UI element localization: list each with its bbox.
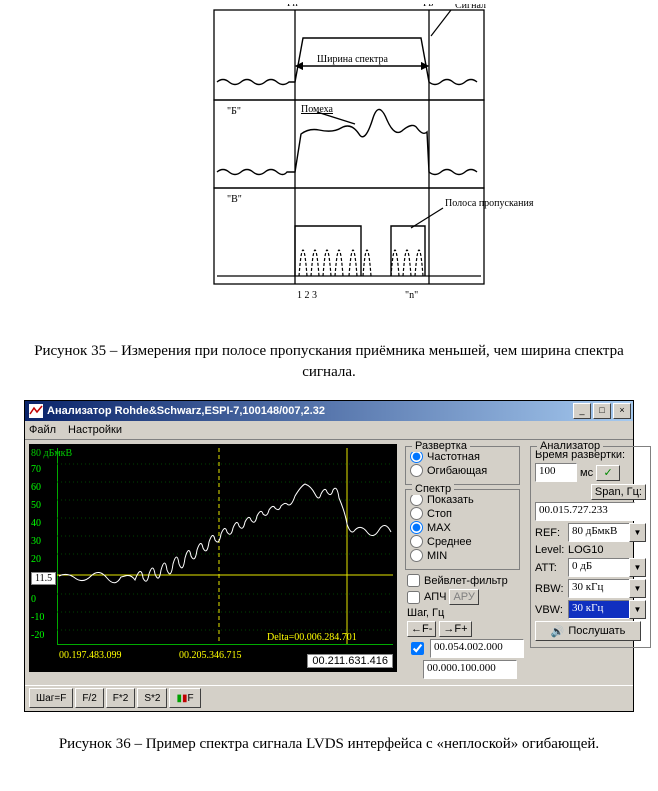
svg-text:1 2 3: 1 2 3: [297, 290, 317, 301]
f-plus-button[interactable]: → F+: [439, 621, 471, 637]
rbw-combo[interactable]: 30 кГц▼: [568, 579, 646, 598]
svg-text:Помеха: Помеха: [301, 104, 334, 115]
sweep-ms-field[interactable]: 100: [535, 463, 577, 482]
att-label: ATT:: [535, 562, 565, 574]
att-combo[interactable]: 0 дБ▼: [568, 558, 646, 577]
sb-step[interactable]: Шаг=F: [29, 688, 73, 708]
vbw-label: VBW:: [535, 604, 565, 616]
chk-f1[interactable]: [411, 642, 424, 655]
svg-text:Ширина спектра: Ширина спектра: [317, 54, 389, 65]
svg-text:"В": "В": [227, 194, 242, 205]
menu-settings[interactable]: Настройки: [68, 424, 122, 436]
menubar: Файл Настройки: [25, 421, 633, 440]
span-button[interactable]: Span, Гц:: [591, 484, 646, 500]
span-field[interactable]: 00.015.727.233: [535, 502, 635, 521]
analyzer-group: Анализатор Время развертки: 100 мс ✓ Spa…: [530, 446, 651, 648]
level-value: LOG10: [568, 544, 603, 556]
svg-text:Fн: Fн: [287, 4, 299, 9]
radio-avg[interactable]: Среднее: [410, 535, 515, 548]
minimize-button[interactable]: _: [573, 403, 591, 419]
sweep-group: Развертка Частотная Огибающая: [405, 446, 520, 485]
chk-apch[interactable]: АПЧ: [407, 591, 446, 604]
controls-panel: Развертка Частотная Огибающая Спектр Пок…: [401, 444, 625, 681]
close-button[interactable]: ×: [613, 403, 631, 419]
ref-label: REF:: [535, 527, 565, 539]
titlebar[interactable]: Анализатор Rohde&Schwarz,ESPI-7,100148/0…: [25, 401, 633, 421]
cursor-freq-box: 00.211.631.416: [307, 654, 393, 668]
maximize-button[interactable]: □: [593, 403, 611, 419]
apply-button[interactable]: ✓: [596, 465, 620, 481]
radio-env[interactable]: Огибающая: [410, 464, 515, 477]
ref-combo[interactable]: 80 дБмкВ▼: [568, 523, 646, 542]
svg-text:Сигнал: Сигнал: [455, 4, 486, 11]
sb-smul2[interactable]: S*2: [137, 688, 167, 708]
listen-button[interactable]: 🔊Послушать: [535, 621, 641, 641]
svg-text:"А": "А": [227, 4, 242, 7]
step-label: Шаг, Гц: [407, 607, 444, 619]
f-minus-button[interactable]: ← F-: [407, 621, 436, 637]
sb-fdiv2[interactable]: F/2: [75, 688, 103, 708]
fig35-caption: Рисунок 35 – Измерения при полосе пропус…: [28, 341, 630, 382]
freq1-field[interactable]: 00.054.002.000: [430, 639, 524, 658]
window-title: Анализатор Rohde&Schwarz,ESPI-7,100148/0…: [47, 405, 571, 417]
menu-file[interactable]: Файл: [29, 424, 56, 436]
svg-text:Delta=00.006.284.701: Delta=00.006.284.701: [267, 632, 357, 643]
fig35-svg: "А" "Б" "В" Fн Fв Сигнал Ширина спектра …: [99, 4, 559, 324]
speaker-icon: 🔊: [551, 625, 565, 638]
app-icon: [29, 404, 43, 418]
aru-button[interactable]: АРУ: [449, 589, 478, 605]
spectrum-legend: Спектр: [412, 483, 454, 495]
analyzer-window: Анализатор Rohde&Schwarz,ESPI-7,100148/0…: [24, 400, 634, 712]
radio-max[interactable]: MAX: [410, 521, 515, 534]
statusbar: Шаг=F F/2 F*2 S*2 ▮▮ F: [25, 685, 633, 711]
svg-text:00.197.483.099: 00.197.483.099: [59, 650, 122, 661]
sb-f[interactable]: ▮▮ F: [169, 688, 200, 708]
rbw-label: RBW:: [535, 583, 565, 595]
spectrum-plot[interactable]: 80 дБмкВ 70 60 50 40 30 20 11.5 0 -10 -2…: [29, 444, 397, 672]
spectrum-group: Спектр Показать Стоп MAX Среднее MIN: [405, 489, 520, 570]
sb-fmul2[interactable]: F*2: [106, 688, 136, 708]
svg-text:00.205.346.715: 00.205.346.715: [179, 650, 242, 661]
plot-overlay: Delta=00.006.284.701 00.197.483.099 00.2…: [29, 444, 397, 672]
chk-wavelet[interactable]: Вейвлет-фильтр: [407, 574, 524, 587]
freq2-field[interactable]: 00.000.100.000: [423, 660, 517, 679]
svg-text:"n": "n": [405, 290, 418, 301]
fig36-caption: Рисунок 36 – Пример спектра сигнала LVDS…: [28, 734, 630, 755]
sweep-legend: Развертка: [412, 440, 470, 452]
level-label: Level:: [535, 544, 565, 556]
svg-text:"Б": "Б": [227, 106, 241, 117]
svg-text:Fв: Fв: [423, 4, 434, 9]
figure-35: "А" "Б" "В" Fн Fв Сигнал Ширина спектра …: [0, 4, 658, 329]
radio-stop[interactable]: Стоп: [410, 507, 515, 520]
svg-text:Полоса пропускания: Полоса пропускания: [445, 198, 534, 209]
analyzer-legend: Анализатор: [537, 440, 603, 452]
ms-label: мс: [580, 467, 593, 479]
vbw-combo[interactable]: 30 кГц▼: [568, 600, 646, 619]
radio-min[interactable]: MIN: [410, 549, 515, 562]
